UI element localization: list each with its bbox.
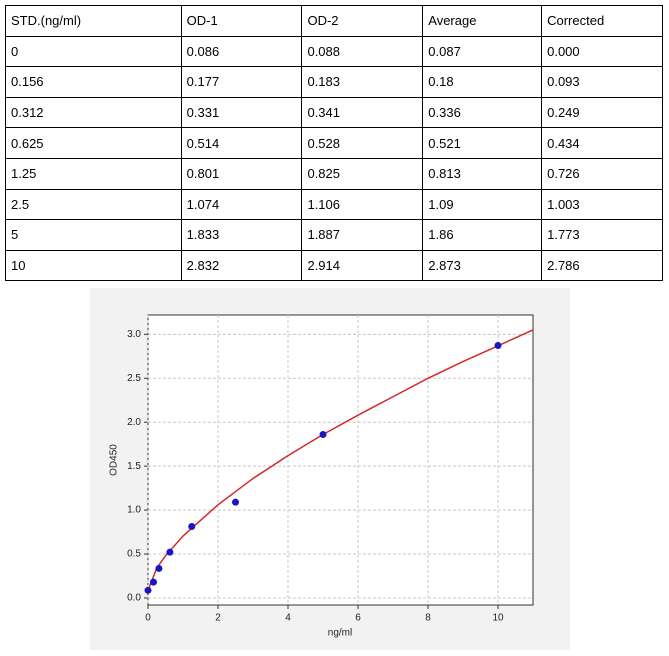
data-point [494, 341, 502, 349]
x-tick-label: 2 [215, 613, 221, 624]
cell: 1.09 [422, 188, 543, 221]
header-row: STD.(ng/ml) OD-1 OD-2 Average Corrected [5, 5, 663, 37]
cell: 2.914 [301, 249, 424, 282]
cell: 0.528 [301, 127, 424, 159]
cell: 0.521 [422, 127, 543, 159]
cell: 1.074 [180, 188, 303, 221]
x-tick-label: 10 [492, 613, 504, 624]
table-row: 10 2.832 2.914 2.873 2.786 [5, 249, 663, 282]
y-tick-label: 3.0 [127, 329, 141, 340]
cell: 1.106 [301, 188, 424, 221]
cell: 0.093 [541, 66, 663, 98]
cell: 0.341 [301, 96, 424, 129]
cell: 10 [5, 249, 182, 282]
cell: 0.825 [301, 157, 424, 190]
cell: 0.18 [422, 66, 543, 98]
cell: 0.726 [541, 157, 663, 190]
y-tick-label: 1.0 [127, 505, 141, 516]
cell: 1.25 [5, 157, 182, 190]
cell: 1.773 [541, 219, 663, 251]
table-row: 5 1.833 1.887 1.86 1.773 [5, 219, 663, 251]
cell: 1.887 [301, 219, 424, 251]
x-tick-label: 4 [285, 613, 291, 624]
table-row: 0.156 0.177 0.183 0.18 0.093 [5, 66, 663, 98]
data-table: STD.(ng/ml) OD-1 OD-2 Average Corrected 0 0.08… [5, 5, 663, 282]
cell: 5 [5, 219, 182, 251]
cell: 0.312 [5, 96, 182, 129]
cell: Corrected [541, 5, 663, 37]
y-tick-label: 1.5 [127, 461, 141, 472]
x-tick-label: 8 [425, 613, 431, 624]
cell: 0.249 [541, 96, 663, 129]
cell: OD-2 [301, 5, 424, 37]
cell: STD.(ng/ml) [5, 5, 182, 37]
data-point [188, 523, 196, 531]
cell: 1.833 [180, 219, 303, 251]
cell: 2.786 [541, 249, 663, 282]
y-axis-label: OD450 [109, 444, 120, 476]
cell: OD-1 [180, 5, 303, 37]
cell: 0.087 [422, 35, 543, 68]
y-tick-label: 2.0 [127, 417, 141, 428]
cell: 2.873 [422, 249, 543, 282]
data-point [166, 548, 174, 556]
cell: 2.5 [5, 188, 182, 221]
plot-area [147, 314, 534, 606]
cell: 0.801 [180, 157, 303, 190]
cell: 1.86 [422, 219, 543, 251]
x-axis-label: ng/ml [328, 628, 352, 639]
data-point [144, 586, 152, 594]
cell: 0.088 [301, 35, 424, 68]
data-point [232, 498, 239, 506]
data-point [319, 431, 327, 439]
cell: 0.331 [180, 96, 303, 129]
cell: 0.000 [541, 35, 663, 68]
cell: 0.336 [422, 96, 543, 129]
cell: 0.434 [541, 127, 663, 159]
cell: 2.832 [180, 249, 303, 282]
y-tick-label: 0.5 [127, 549, 141, 560]
data-point [155, 564, 163, 572]
chart: ng/ml OD450 0.0 0.5 1.0 1.5 2.0 2.5 3.0 0 2 4 6 8 10 [90, 288, 570, 650]
cell: 0.156 [5, 66, 182, 98]
y-tick-label: 2.5 [127, 373, 141, 384]
cell: 0.183 [301, 66, 424, 98]
cell: 0.086 [180, 35, 303, 68]
x-tick-label: 6 [355, 613, 361, 624]
cell: 0 [5, 35, 182, 68]
table-row: 2.5 1.074 1.106 1.09 1.003 [5, 188, 663, 221]
cell: 0.625 [5, 127, 182, 159]
data-point [149, 578, 157, 586]
cell: 1.003 [541, 188, 663, 221]
cell: 0.514 [180, 127, 303, 159]
cell: 0.177 [180, 66, 303, 98]
y-tick-label: 0.0 [127, 593, 141, 604]
table-row: 0.625 0.514 0.528 0.521 0.434 [5, 127, 663, 159]
table-row: 1.25 0.801 0.825 0.813 0.726 [5, 157, 663, 190]
table-row: 0.312 0.331 0.341 0.336 0.249 [5, 96, 663, 129]
cell: Average [422, 5, 543, 37]
cell: 0.813 [422, 157, 543, 190]
table-row: 0 0.086 0.088 0.087 0.000 [5, 35, 663, 68]
x-tick-label: 0 [145, 613, 151, 624]
